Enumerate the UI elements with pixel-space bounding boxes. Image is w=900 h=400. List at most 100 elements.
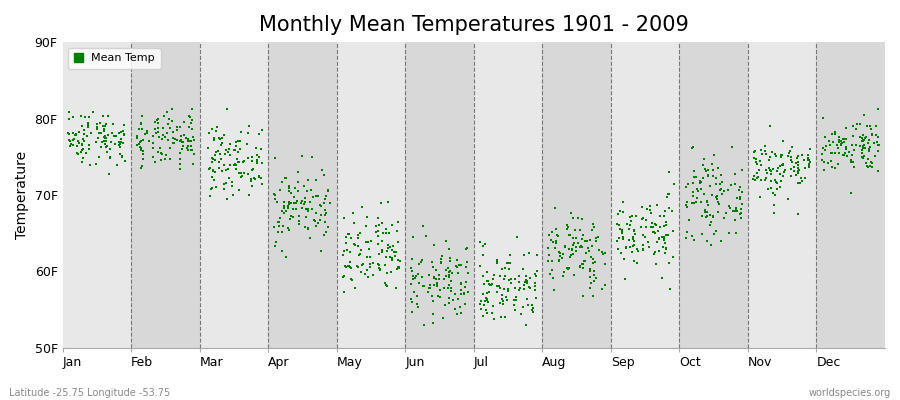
Point xyxy=(734,200,749,207)
Point xyxy=(248,176,262,183)
Point xyxy=(783,173,797,179)
Point xyxy=(860,160,874,166)
Point xyxy=(635,242,650,249)
Point xyxy=(590,238,604,244)
Point xyxy=(700,238,715,244)
Point xyxy=(338,262,352,269)
Point xyxy=(361,274,375,280)
Point xyxy=(527,287,542,293)
Point xyxy=(503,260,517,266)
Point xyxy=(729,206,743,213)
Point xyxy=(296,182,310,189)
Point xyxy=(308,218,322,224)
Point xyxy=(302,234,317,241)
Point xyxy=(486,303,500,309)
Point xyxy=(352,251,366,258)
Point xyxy=(249,158,264,164)
Point xyxy=(70,150,85,156)
Point xyxy=(112,130,126,136)
Point xyxy=(251,131,266,138)
Point xyxy=(508,306,522,313)
Point xyxy=(351,243,365,249)
Point xyxy=(571,215,585,221)
Point xyxy=(389,248,403,255)
Point xyxy=(375,249,390,256)
Point xyxy=(518,279,532,286)
Point xyxy=(700,198,715,204)
Point xyxy=(577,258,591,265)
Point xyxy=(274,179,289,185)
Point xyxy=(636,246,651,252)
Point xyxy=(386,243,400,249)
Point xyxy=(497,286,511,292)
Point xyxy=(752,167,767,174)
Point xyxy=(830,142,844,148)
Point xyxy=(763,171,778,178)
Point xyxy=(391,239,405,245)
Point xyxy=(230,149,245,156)
Point xyxy=(301,208,315,214)
Point xyxy=(372,265,386,272)
Point xyxy=(801,162,815,168)
Point xyxy=(448,263,463,269)
Point xyxy=(373,266,387,273)
Point xyxy=(136,156,150,162)
Point xyxy=(134,120,148,126)
Point xyxy=(274,248,289,254)
Point xyxy=(231,170,246,176)
Point xyxy=(390,266,404,272)
Point xyxy=(575,232,590,238)
Point xyxy=(116,132,130,138)
Point xyxy=(689,174,704,180)
Point xyxy=(662,190,676,197)
Point xyxy=(430,281,445,288)
Point xyxy=(392,257,407,264)
Point xyxy=(568,227,582,233)
Point xyxy=(574,244,589,250)
Point xyxy=(227,146,241,153)
Point xyxy=(310,220,325,226)
Point xyxy=(484,310,499,316)
Point xyxy=(839,136,853,142)
Point xyxy=(371,214,385,221)
Point xyxy=(229,142,243,149)
Point xyxy=(484,281,499,287)
Point xyxy=(502,252,517,258)
Point xyxy=(343,264,357,270)
Point xyxy=(850,120,864,127)
Point xyxy=(803,146,817,152)
Point xyxy=(254,175,268,182)
Point xyxy=(300,187,314,194)
Point xyxy=(863,123,878,129)
Point xyxy=(132,126,147,132)
Point xyxy=(521,302,535,308)
Point xyxy=(584,254,598,260)
Point xyxy=(626,257,641,264)
Point xyxy=(205,126,220,132)
Point xyxy=(133,138,148,144)
Point xyxy=(135,126,149,133)
Point xyxy=(385,254,400,261)
Point xyxy=(457,300,472,307)
Point xyxy=(181,135,195,142)
Point xyxy=(706,214,720,220)
Point xyxy=(554,255,569,261)
Point xyxy=(435,253,449,260)
Point xyxy=(63,143,77,149)
Point xyxy=(772,171,787,177)
Point xyxy=(573,243,588,250)
Point xyxy=(67,130,81,136)
Point xyxy=(546,274,561,281)
Point xyxy=(839,146,853,152)
Point xyxy=(414,259,428,265)
Point xyxy=(441,269,455,275)
Point xyxy=(787,164,801,170)
Point xyxy=(66,142,80,148)
Point xyxy=(374,238,389,245)
Point xyxy=(344,235,358,241)
Point xyxy=(345,277,359,283)
Point xyxy=(763,123,778,129)
Point xyxy=(418,282,432,289)
Point xyxy=(576,293,590,299)
Point xyxy=(220,166,235,173)
